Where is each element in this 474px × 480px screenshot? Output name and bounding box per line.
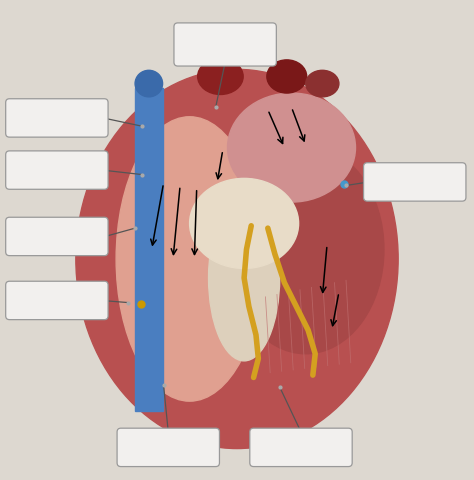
Ellipse shape (228, 93, 356, 202)
Ellipse shape (116, 117, 263, 401)
Ellipse shape (198, 59, 243, 95)
FancyBboxPatch shape (6, 217, 108, 256)
FancyBboxPatch shape (250, 428, 352, 467)
FancyBboxPatch shape (364, 163, 466, 201)
FancyBboxPatch shape (6, 99, 108, 137)
FancyBboxPatch shape (6, 151, 108, 189)
Ellipse shape (267, 60, 307, 93)
Bar (135, 88, 163, 410)
FancyBboxPatch shape (117, 428, 219, 467)
Ellipse shape (306, 70, 339, 97)
FancyBboxPatch shape (174, 23, 276, 66)
Ellipse shape (228, 145, 384, 354)
Ellipse shape (76, 70, 398, 448)
FancyBboxPatch shape (6, 281, 108, 320)
Ellipse shape (190, 179, 299, 268)
Ellipse shape (209, 195, 280, 361)
Ellipse shape (135, 70, 163, 97)
